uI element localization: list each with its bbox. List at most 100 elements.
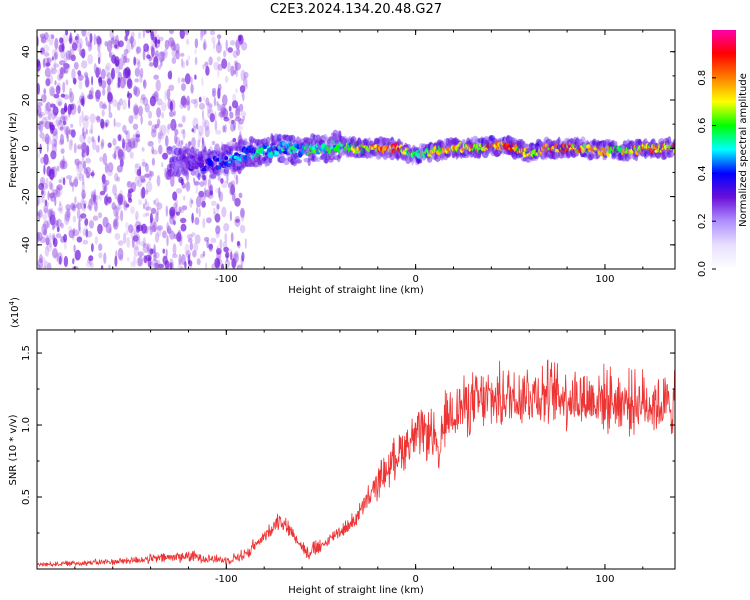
noise-speck [132,123,139,130]
noise-speck [144,201,150,212]
snr-panel: -100 0 100 0.5 1.0 1.5 Height of straight li… [8,297,676,596]
noise-speck [76,161,80,169]
noise-speck [79,38,83,49]
noise-speck [211,36,216,43]
noise-speck [119,189,124,201]
noise-speck [66,133,69,143]
noise-speck [70,182,74,187]
noise-speck [168,258,174,269]
noise-speck [128,115,134,124]
noise-speck [60,66,64,79]
noise-speck [222,94,228,106]
noise-speck [175,50,180,60]
noise-speck [77,160,84,173]
spectrogram-x-label: Height of straight line (km) [288,285,424,296]
noise-speck [39,132,45,139]
noise-speck [169,262,173,269]
noise-speck [44,245,50,257]
noise-speck [117,134,122,142]
noise-speck [87,31,91,37]
noise-speck [104,40,108,47]
noise-speck [37,105,42,117]
noise-speck [56,165,60,172]
noise-speck [216,56,221,62]
noise-speck [59,133,65,145]
spectrogram-heatmap [37,30,675,269]
noise-speck [214,257,220,269]
spectrogram-x-axis: -100 0 100 [36,30,644,285]
noise-speck [55,116,62,126]
noise-speck [157,39,161,44]
noise-speck [189,241,193,251]
noise-speck [60,148,65,154]
noise-speck [111,67,116,80]
noise-speck [238,192,243,199]
noise-speck [184,99,190,106]
noise-speck [81,30,87,37]
noise-speck [186,178,189,190]
noise-speck [211,140,216,146]
figure-title: C2E3.2024.134.20.48.G27 [269,2,443,17]
noise-speck [53,93,60,99]
noise-speck [69,45,75,52]
noise-speck [133,243,139,251]
noise-speck [190,99,197,104]
noise-speck [203,236,210,242]
noise-speck [121,53,127,59]
noise-speck [193,177,196,183]
noise-speck [150,31,155,41]
noise-speck [54,48,59,60]
y-tick-label: 1.5 [21,345,32,361]
noise-speck [116,101,121,111]
noise-speck [127,74,131,83]
noise-speck [171,253,178,259]
noise-speck [196,258,201,266]
noise-speck [51,67,57,75]
noise-speck [56,226,60,233]
noise-speck [229,111,234,119]
noise-speck [45,237,50,246]
noise-speck [213,211,218,220]
noise-speck [217,103,222,112]
noise-speck [55,251,59,262]
noise-speck [109,38,116,49]
noise-speck [80,142,88,153]
noise-speck [49,85,55,97]
noise-speck [146,243,151,252]
noise-speck [104,65,110,78]
noise-speck [144,258,148,264]
noise-speck [89,129,93,135]
noise-speck [111,54,117,64]
noise-speck [50,102,55,112]
noise-speck [160,61,163,67]
noise-speck [37,59,41,68]
noise-speck [59,201,62,207]
noise-speck [198,190,205,198]
x-tick-label: -100 [215,574,238,585]
noise-speck [101,173,106,184]
noise-speck [58,179,62,184]
noise-speck [140,94,146,101]
noise-speck [84,218,89,226]
noise-speck [70,123,74,128]
noise-speck [83,71,89,79]
noise-speck [123,48,129,55]
noise-speck [75,164,80,173]
noise-speck [211,87,217,93]
noise-speck [119,98,123,106]
noise-speck [46,142,49,153]
noise-speck [76,202,83,210]
noise-speck [83,167,88,175]
noise-speck [200,30,205,38]
noise-speck [82,127,85,137]
noise-speck [146,54,151,59]
noise-speck [202,64,205,70]
noise-speck [231,257,236,269]
noise-speck [178,258,183,269]
noise-speck [54,52,58,60]
noise-speck [141,147,145,152]
noise-speck [124,35,128,42]
noise-speck [139,97,146,104]
noise-speck [180,217,187,224]
noise-speck [56,97,63,107]
